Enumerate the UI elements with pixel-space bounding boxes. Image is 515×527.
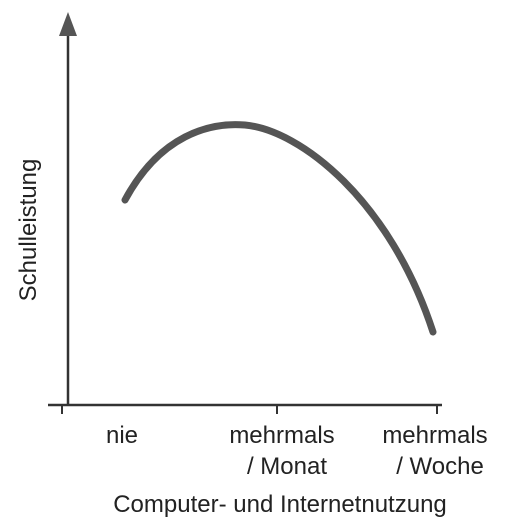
category-label: nie bbox=[106, 422, 138, 449]
category-label: mehrmals bbox=[382, 422, 487, 449]
category-label: / Woche bbox=[396, 453, 484, 480]
category-label: mehrmals bbox=[229, 422, 334, 449]
category-labels: nie mehrmals / Monat mehrmals / Woche bbox=[106, 422, 488, 480]
category-label: / Monat bbox=[247, 453, 327, 480]
y-axis-label: Schulleistung bbox=[15, 159, 42, 302]
curve bbox=[121, 121, 437, 336]
x-axis-label: Computer- und Internetnutzung bbox=[113, 491, 447, 518]
y-axis-arrow bbox=[59, 12, 77, 36]
